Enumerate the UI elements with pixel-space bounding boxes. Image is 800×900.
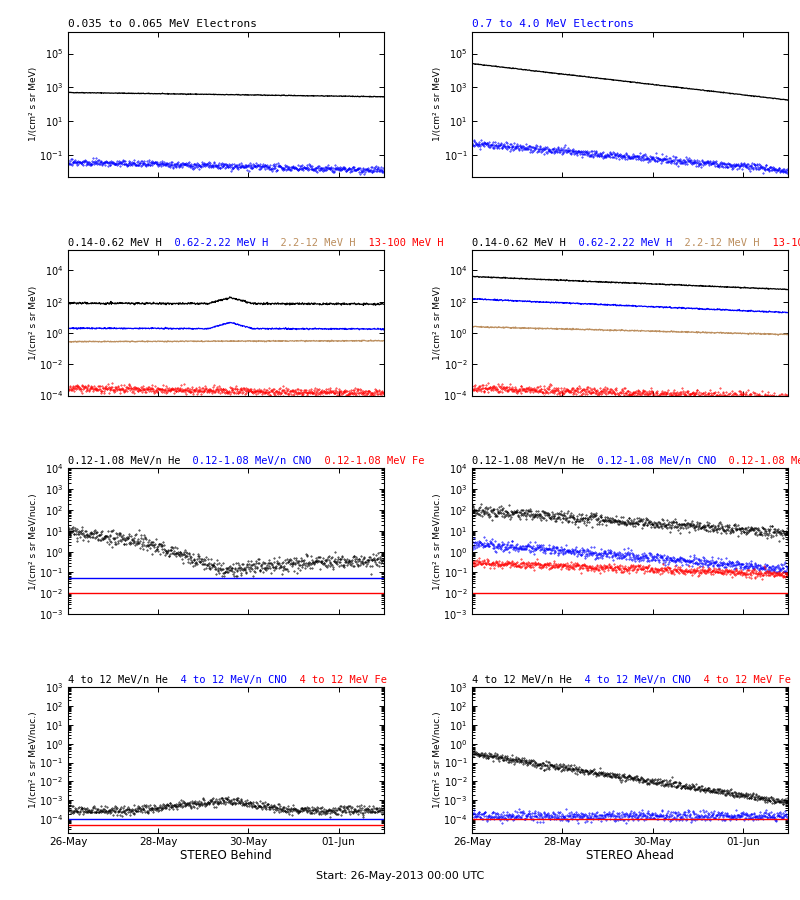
Y-axis label: 1/(cm² s sr MeV/nuc.): 1/(cm² s sr MeV/nuc.) [433, 493, 442, 590]
Text: 0.62-2.22 MeV H: 0.62-2.22 MeV H [566, 238, 672, 248]
Text: 0.7 to 4.0 MeV Electrons: 0.7 to 4.0 MeV Electrons [472, 19, 634, 30]
Text: 2.2-12 MeV H: 2.2-12 MeV H [268, 238, 355, 248]
Y-axis label: 1/(cm² s sr MeV/nuc.): 1/(cm² s sr MeV/nuc.) [29, 711, 38, 808]
Text: 13-100 MeV H: 13-100 MeV H [760, 238, 800, 248]
Text: 4 to 12 MeV/n CNO: 4 to 12 MeV/n CNO [168, 675, 286, 685]
Text: 0.62-2.22 MeV H: 0.62-2.22 MeV H [162, 238, 268, 248]
Text: 2.2-12 MeV H: 2.2-12 MeV H [672, 238, 760, 248]
Text: 0.12-1.08 MeV/n He: 0.12-1.08 MeV/n He [68, 456, 181, 466]
Y-axis label: 1/(cm² s sr MeV/nuc.): 1/(cm² s sr MeV/nuc.) [433, 711, 442, 808]
X-axis label: STEREO Ahead: STEREO Ahead [586, 849, 674, 862]
Y-axis label: 1/(cm² s sr MeV): 1/(cm² s sr MeV) [433, 68, 442, 141]
Text: 0.14-0.62 MeV H: 0.14-0.62 MeV H [472, 238, 566, 248]
Y-axis label: 1/(cm² s sr MeV): 1/(cm² s sr MeV) [433, 285, 442, 360]
Text: 0.14-0.62 MeV H: 0.14-0.62 MeV H [68, 238, 162, 248]
Text: Start: 26-May-2013 00:00 UTC: Start: 26-May-2013 00:00 UTC [316, 871, 484, 881]
Text: 0.12-1.08 MeV/n CNO: 0.12-1.08 MeV/n CNO [585, 456, 716, 466]
Text: 0.12-1.08 MeV/n CNO: 0.12-1.08 MeV/n CNO [181, 456, 312, 466]
Text: 4 to 12 MeV Fe: 4 to 12 MeV Fe [691, 675, 791, 685]
Text: 0.12-1.08 MeV Fe: 0.12-1.08 MeV Fe [312, 456, 424, 466]
Y-axis label: 1/(cm² s sr MeV/nuc.): 1/(cm² s sr MeV/nuc.) [29, 493, 38, 590]
Text: 0.035 to 0.065 MeV Electrons: 0.035 to 0.065 MeV Electrons [68, 19, 257, 30]
Y-axis label: 1/(cm² s sr MeV): 1/(cm² s sr MeV) [29, 68, 38, 141]
Y-axis label: 1/(cm² s sr MeV): 1/(cm² s sr MeV) [29, 285, 38, 360]
Text: 4 to 12 MeV/n CNO: 4 to 12 MeV/n CNO [572, 675, 691, 685]
Text: 4 to 12 MeV/n He: 4 to 12 MeV/n He [68, 675, 168, 685]
X-axis label: STEREO Behind: STEREO Behind [180, 849, 272, 862]
Text: 13-100 MeV H: 13-100 MeV H [355, 238, 443, 248]
Text: 0.12-1.08 MeV Fe: 0.12-1.08 MeV Fe [716, 456, 800, 466]
Text: 4 to 12 MeV/n He: 4 to 12 MeV/n He [472, 675, 572, 685]
Text: 4 to 12 MeV Fe: 4 to 12 MeV Fe [286, 675, 386, 685]
Text: 0.12-1.08 MeV/n He: 0.12-1.08 MeV/n He [472, 456, 585, 466]
